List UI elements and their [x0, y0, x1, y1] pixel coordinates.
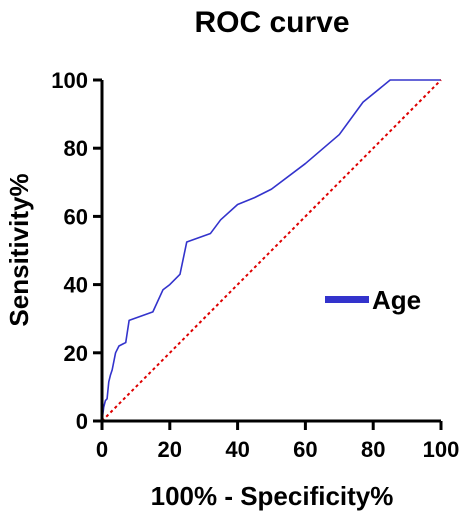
- x-tick-label: 80: [361, 437, 385, 462]
- y-tick-label: 20: [64, 341, 88, 366]
- y-tick-label: 0: [76, 409, 88, 434]
- plot-series: [101, 79, 442, 422]
- x-tick-label: 0: [96, 437, 108, 462]
- x-axis-label: 100% - Specificity%: [151, 481, 394, 511]
- legend: Age: [325, 285, 421, 315]
- x-axis-ticks: 0 20 40 60 80 100: [96, 421, 459, 462]
- y-axis-label: Sensitivity%: [4, 173, 34, 326]
- legend-swatch-age: [325, 296, 369, 303]
- y-tick-label: 40: [64, 273, 88, 298]
- legend-label-age: Age: [372, 285, 421, 315]
- x-tick-label: 20: [158, 437, 182, 462]
- y-axis-ticks: 0 20 40 60 80 100: [51, 68, 102, 434]
- chart-title: ROC curve: [194, 6, 349, 39]
- y-tick-label: 80: [64, 136, 88, 161]
- x-tick-label: 40: [225, 437, 249, 462]
- reference-diagonal-line: [101, 79, 442, 422]
- x-tick-label: 100: [423, 437, 460, 462]
- x-tick-label: 60: [293, 437, 317, 462]
- y-tick-label: 100: [51, 68, 88, 93]
- series-line-age: [101, 79, 441, 422]
- y-tick-label: 60: [64, 204, 88, 229]
